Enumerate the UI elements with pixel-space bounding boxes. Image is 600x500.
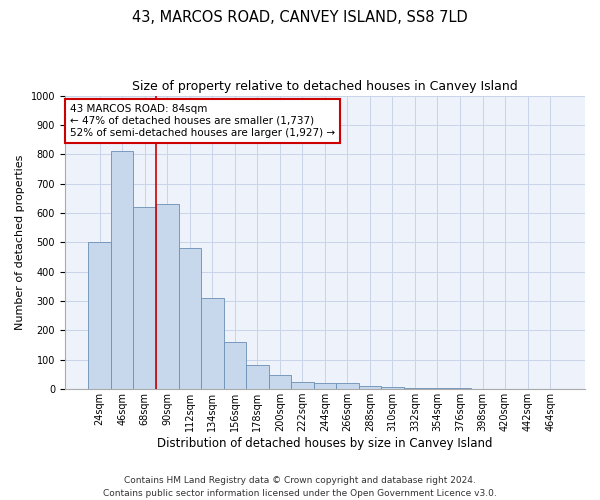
Bar [246, 365, 269, 389]
Bar [111, 152, 133, 389]
Bar [156, 204, 179, 389]
Bar [426, 388, 449, 389]
Bar [336, 382, 359, 389]
Bar [224, 342, 246, 389]
Title: Size of property relative to detached houses in Canvey Island: Size of property relative to detached ho… [132, 80, 518, 93]
X-axis label: Distribution of detached houses by size in Canvey Island: Distribution of detached houses by size … [157, 437, 493, 450]
Bar [269, 375, 291, 389]
Bar [359, 386, 381, 389]
Bar [314, 382, 336, 389]
Y-axis label: Number of detached properties: Number of detached properties [15, 154, 25, 330]
Text: Contains HM Land Registry data © Crown copyright and database right 2024.
Contai: Contains HM Land Registry data © Crown c… [103, 476, 497, 498]
Bar [133, 207, 156, 389]
Bar [381, 387, 404, 389]
Bar [179, 248, 201, 389]
Bar [449, 388, 471, 389]
Bar [471, 388, 494, 389]
Text: 43 MARCOS ROAD: 84sqm
← 47% of detached houses are smaller (1,737)
52% of semi-d: 43 MARCOS ROAD: 84sqm ← 47% of detached … [70, 104, 335, 138]
Bar [88, 242, 111, 389]
Bar [291, 382, 314, 389]
Bar [404, 388, 426, 389]
Text: 43, MARCOS ROAD, CANVEY ISLAND, SS8 7LD: 43, MARCOS ROAD, CANVEY ISLAND, SS8 7LD [132, 10, 468, 25]
Bar [201, 298, 224, 389]
